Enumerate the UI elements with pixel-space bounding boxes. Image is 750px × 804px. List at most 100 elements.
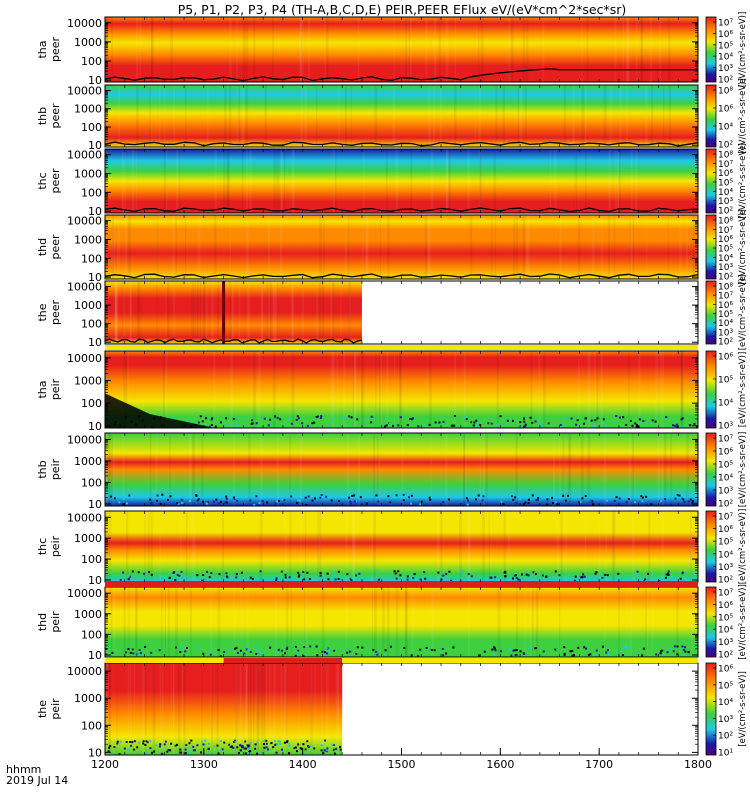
x-tick-label: 1700: [585, 758, 613, 771]
y-tick-label: 1000: [74, 36, 102, 49]
colorbar-tick-label: 10³: [718, 487, 733, 497]
y-tick-label: 100: [81, 628, 102, 641]
panel-6: 10 100 1000 10000 thb peir 10² 10³ 10⁴ 10⁵ 10⁶ 10⁷ […: [36, 432, 748, 511]
colorbar-tick-label: 10⁶: [718, 525, 733, 535]
panel-ylabel: peir: [49, 611, 62, 633]
colorbar-tick-label: 10⁷: [718, 292, 733, 302]
y-tick-label: 1000: [74, 234, 102, 247]
panel-ylabel: peer: [49, 300, 62, 326]
colorbar-tick-label: 10⁴: [718, 399, 733, 409]
y-tick-label: 10000: [67, 215, 102, 228]
colorbar-label: [eV/(cm²-s-sr-eV)]: [738, 432, 748, 508]
colorbar-tick-label: 10⁵: [718, 41, 733, 51]
y-tick-label: 10000: [67, 281, 102, 294]
colorbar-tick-label: 10⁷: [718, 226, 733, 236]
y-tick-label: 100: [81, 719, 102, 732]
panel-ylabel: thc: [36, 538, 49, 555]
colorbar-tick-label: 10²: [718, 338, 733, 348]
x-tick-label: 1500: [388, 758, 416, 771]
status-bar-segment: [342, 658, 698, 663]
colorbar-label: [eV/(cm²-s-sr-eV)]: [738, 209, 748, 285]
time-axis-label: hhmm: [6, 763, 41, 776]
colorbar-tick-label: 10⁴: [718, 698, 733, 708]
colorbar-tick-label: 10⁶: [718, 353, 733, 363]
x-tick-label: 1200: [91, 758, 119, 771]
colorbar-tick-label: 10⁶: [718, 448, 733, 458]
y-tick-label: 10000: [67, 665, 102, 678]
colorbar: [705, 432, 717, 507]
colorbar: [705, 586, 717, 658]
colorbar-tick-label: 10³: [718, 638, 733, 648]
colorbar-tick-label: 10³: [718, 563, 733, 573]
colorbar-tick-label: 10³: [718, 328, 733, 338]
colorbar: [705, 84, 717, 148]
panel-ylabel: peir: [49, 458, 62, 480]
panel-ylabel: the: [36, 303, 49, 321]
panel-1: 10 100 1000 10000 thb peer 10² 10⁴ 10⁶ 10⁸ [eV/(cm…: [36, 78, 748, 154]
y-tick-label: 10000: [67, 434, 102, 447]
y-tick-label: 1000: [74, 168, 102, 181]
colorbar-tick-label: 10³: [718, 197, 733, 207]
x-tick-label: 1800: [684, 758, 712, 771]
y-tick-label: 10000: [67, 352, 102, 365]
y-tick-label: 10: [88, 420, 102, 433]
colorbar: [705, 148, 717, 214]
colorbar-tick-label: 10⁴: [718, 123, 733, 133]
status-bar-segment: [105, 581, 698, 587]
y-tick-label: 10: [88, 336, 102, 349]
colorbar-tick-label: 10⁸: [718, 217, 733, 227]
colorbar-tick-label: 10⁴: [718, 254, 733, 264]
colorbar-tick-label: 10⁵: [718, 461, 733, 471]
panel-5: 10 100 1000 10000 tha peir 10³ 10⁴ 10⁵ 10⁶ [eV/(cm…: [36, 350, 748, 433]
y-tick-label: 100: [81, 252, 102, 265]
colorbar-tick-label: 10⁴: [718, 188, 733, 198]
colorbar-label: [eV/(cm²-s-sr-eV)]: [738, 12, 748, 88]
panel-ylabel: thd: [36, 238, 49, 256]
colorbar-label: [eV/(cm²-s-sr-eV)]: [738, 275, 748, 351]
colorbar-tick-label: 10⁷: [718, 513, 733, 523]
colorbar-tick-label: 10⁵: [718, 613, 733, 623]
y-tick-label: 10000: [67, 17, 102, 30]
y-tick-label: 1000: [74, 455, 102, 468]
y-tick-label: 1000: [74, 103, 102, 116]
colorbar-tick-label: 10³: [718, 64, 733, 74]
y-tick-label: 10000: [67, 149, 102, 162]
colorbar-tick-label: 10⁵: [718, 538, 733, 548]
colorbar: [705, 350, 717, 429]
colorbar: [705, 510, 717, 583]
spectrogram-image: [105, 587, 698, 657]
y-tick-label: 1000: [74, 375, 102, 388]
panel-ylabel: peer: [49, 103, 62, 129]
spectrogram-image: [105, 281, 362, 344]
colorbar-tick-label: 10²: [718, 500, 733, 510]
colorbar-tick-label: 10⁷: [718, 160, 733, 170]
colorbar: [705, 662, 717, 756]
spectrogram-image: [105, 17, 698, 82]
status-bar-segment: [105, 658, 224, 663]
panel-ylabel: peer: [49, 168, 62, 194]
colorbar: [705, 16, 717, 83]
colorbar-tick-label: 10⁴: [718, 550, 733, 560]
colorbar-tick-label: 10⁶: [718, 601, 733, 611]
panel-7: 10 100 1000 10000 thc peir 10² 10³ 10⁴ 10⁵ 10⁶ 10⁷ […: [36, 509, 748, 587]
y-tick-label: 100: [81, 318, 102, 331]
x-tick-label: 1400: [289, 758, 317, 771]
colorbar-tick-label: 10⁵: [718, 376, 733, 386]
colorbar-tick-label: 10²: [718, 76, 733, 86]
figure-title: P5, P1, P2, P3, P4 (TH-A,B,C,D,E) PEIR,P…: [178, 2, 627, 17]
colorbar-tick-label: 10⁴: [718, 53, 733, 63]
panel-ylabel: peir: [49, 698, 62, 720]
y-tick-label: 100: [81, 476, 102, 489]
colorbar-tick-label: 10⁴: [718, 626, 733, 636]
panel-ylabel: peir: [49, 535, 62, 557]
panel-ylabel: peer: [49, 234, 62, 260]
spectrogram-image: [105, 149, 698, 213]
colorbar-tick-label: 10⁷: [718, 19, 733, 29]
y-tick-label: 1000: [74, 608, 102, 621]
panel-ylabel: tha: [36, 380, 49, 398]
spectrogram-image: [105, 663, 343, 755]
colorbar-tick-label: 10⁷: [718, 589, 733, 599]
